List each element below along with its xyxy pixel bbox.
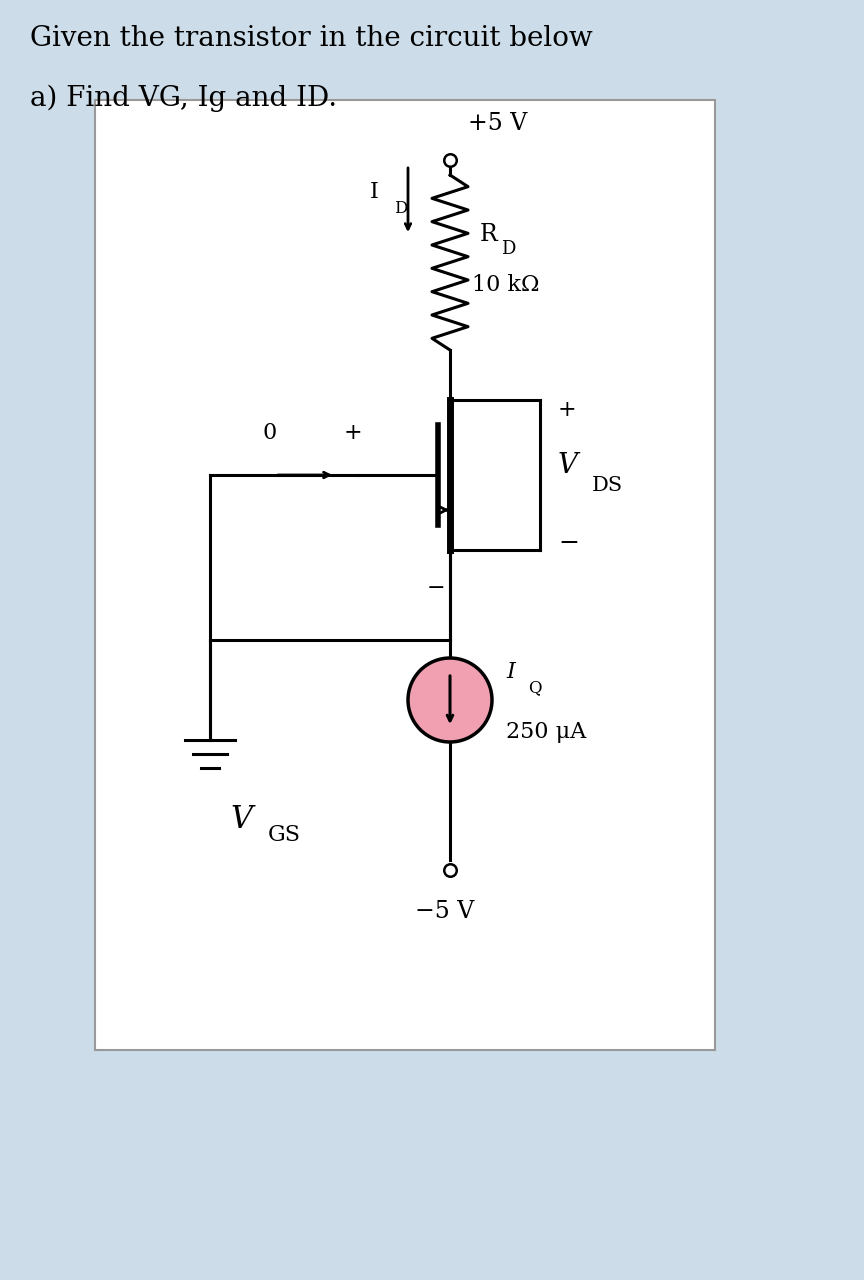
Text: D: D (501, 239, 515, 257)
Text: Q: Q (528, 680, 542, 696)
Text: −5 V: −5 V (416, 900, 474, 923)
Text: +: + (558, 399, 576, 421)
Text: +: + (344, 422, 362, 444)
Text: −: − (427, 577, 445, 599)
Text: I: I (370, 180, 379, 204)
Text: a) Find VG, Ig and ID.: a) Find VG, Ig and ID. (30, 84, 337, 113)
Text: V: V (558, 452, 578, 479)
FancyBboxPatch shape (95, 100, 715, 1050)
Text: +5 V: +5 V (468, 113, 527, 134)
Text: DS: DS (592, 475, 623, 494)
Text: I: I (506, 660, 515, 684)
Text: GS: GS (268, 824, 301, 846)
Text: 250 μA: 250 μA (506, 721, 587, 742)
Text: V: V (230, 805, 252, 836)
Circle shape (408, 658, 492, 742)
Text: 10 kΩ: 10 kΩ (472, 274, 539, 296)
Text: −: − (558, 531, 579, 554)
Text: R: R (480, 223, 498, 246)
Text: D: D (394, 200, 407, 216)
Text: Given the transistor in the circuit below: Given the transistor in the circuit belo… (30, 26, 593, 52)
Text: 0: 0 (263, 422, 277, 444)
